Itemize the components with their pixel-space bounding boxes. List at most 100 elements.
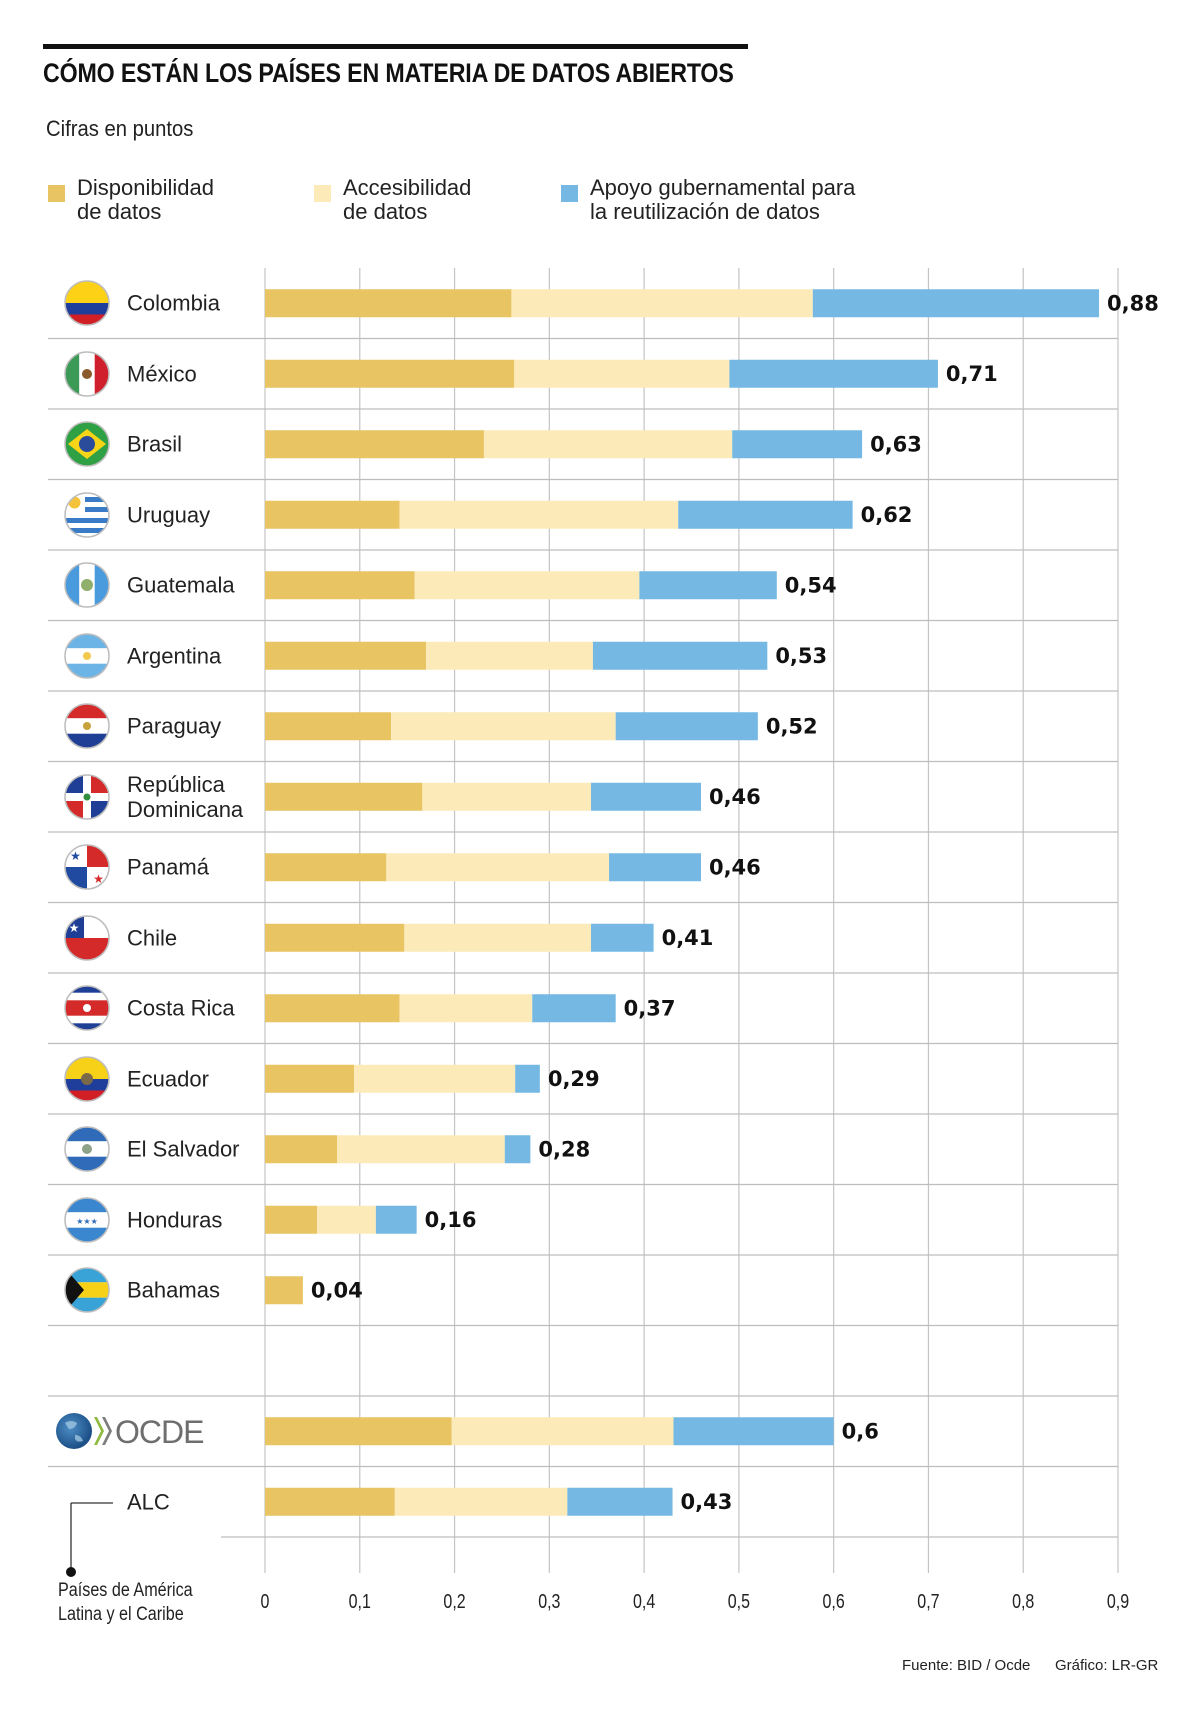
bar-colombia-accesibilidad: [511, 289, 813, 318]
bar-costa-rica-apoyo: [532, 994, 616, 1023]
ocde-wordmark: OCDE: [115, 1414, 203, 1450]
chart-title: CÓMO ESTÁN LOS PAÍSES EN MATERIA DE DATO…: [43, 58, 734, 88]
value-label-panama: 0,46: [709, 855, 761, 879]
mexico-flag-icon: [64, 351, 110, 397]
x-axis-ticks: 0 0,1 0,2 0,3 0,4 0,5 0,6 0,7 0,8 0,9: [261, 1590, 1130, 1612]
category-label-brasil: Brasil: [127, 431, 183, 457]
ecuador-flag-icon: [64, 1056, 110, 1102]
ocde-logo: OCDE: [55, 1409, 220, 1453]
x-tick-label-0-8: 0,8: [1012, 1590, 1034, 1612]
colombia-flag-icon: [64, 280, 110, 326]
bar-uruguay-disponibilidad: [265, 500, 400, 529]
bar-brasil-disponibilidad: [265, 430, 484, 459]
row-separators: [48, 337, 1118, 1538]
bar-el-salvador-apoyo: [504, 1135, 531, 1164]
value-label-ocde: 0,6: [842, 1419, 879, 1443]
category-label-guatemala: Guatemala: [127, 572, 235, 598]
category-label-argentina: Argentina: [127, 643, 222, 669]
bar-ocde-accesibilidad: [451, 1417, 674, 1446]
bar-argentina-apoyo: [592, 641, 768, 670]
bars: [265, 289, 1100, 1516]
guatemala-flag-icon: [64, 562, 110, 608]
bar-bahamas-disponibilidad: [265, 1276, 303, 1305]
bar-ecuador-accesibilidad: [354, 1064, 516, 1093]
bar-honduras-apoyo: [375, 1205, 417, 1234]
bar-chile-accesibilidad: [404, 923, 592, 952]
bar-honduras-disponibilidad: [265, 1205, 318, 1234]
uruguay-flag-icon: [64, 492, 110, 538]
bar-guatemala-disponibilidad: [265, 571, 415, 600]
bar-brasil-apoyo: [732, 430, 863, 459]
chile-flag-icon: ★: [64, 915, 110, 961]
x-tick-label-0-9: 0,9: [1107, 1590, 1129, 1612]
bar-guatemala-apoyo: [639, 571, 777, 600]
svg-text:★: ★: [93, 872, 104, 886]
bar-mexico-accesibilidad: [514, 359, 730, 388]
value-label-colombia: 0,88: [1107, 291, 1159, 315]
honduras-flag-icon: ★★★: [64, 1197, 110, 1243]
bar-costa-rica-accesibilidad: [399, 994, 533, 1023]
bar-chile-apoyo: [591, 923, 654, 952]
legend-swatch-apoyo-gubernamental: [561, 185, 578, 202]
value-label-guatemala: 0,54: [785, 573, 837, 597]
x-tick-label-0-7: 0,7: [917, 1590, 939, 1612]
bar-argentina-disponibilidad: [265, 641, 427, 670]
legend-label-accesibilidad: Accesibilidad de datos: [343, 175, 472, 224]
value-label-ecuador: 0,29: [548, 1067, 600, 1091]
value-label-costa-rica: 0,37: [624, 996, 676, 1020]
bar-panama-disponibilidad: [265, 853, 387, 882]
bar-ocde-disponibilidad: [265, 1417, 452, 1446]
svg-text:★: ★: [69, 921, 80, 935]
category-label-panama: Panamá: [127, 854, 209, 880]
bar-colombia-apoyo: [812, 289, 1100, 318]
category-label-costa-rica: Costa Rica: [127, 995, 235, 1021]
bar-honduras-accesibilidad: [317, 1205, 376, 1234]
value-label-bahamas: 0,04: [311, 1278, 363, 1302]
bar-panama-accesibilidad: [386, 853, 610, 882]
bar-republica-dominicana-accesibilidad: [422, 782, 592, 811]
legend-label-disponibilidad: Disponibilidad de datos: [77, 175, 214, 224]
x-tick-label-0-3: 0,3: [538, 1590, 560, 1612]
alc-connector: [66, 1502, 113, 1577]
bar-alc-accesibilidad: [394, 1487, 568, 1516]
x-tick-label-0-6: 0,6: [823, 1590, 845, 1612]
bar-mexico-apoyo: [729, 359, 938, 388]
bahamas-flag-icon: [64, 1267, 110, 1313]
panama-flag-icon: ★ ★: [64, 844, 110, 890]
category-label-ecuador: Ecuador: [127, 1066, 209, 1092]
bar-uruguay-accesibilidad: [399, 500, 679, 529]
bar-guatemala-accesibilidad: [414, 571, 640, 600]
legend-swatch-disponibilidad: [48, 185, 65, 202]
chart-subtitle: Cifras en puntos: [46, 116, 194, 141]
value-label-uruguay: 0,62: [861, 503, 913, 527]
bar-alc-apoyo: [567, 1487, 673, 1516]
bar-el-salvador-accesibilidad: [337, 1135, 505, 1164]
bar-republica-dominicana-apoyo: [591, 782, 701, 811]
bar-mexico-disponibilidad: [265, 359, 515, 388]
chevron-icon: [102, 1417, 112, 1446]
el-salvador-flag-icon: [64, 1126, 110, 1172]
value-label-argentina: 0,53: [775, 644, 827, 668]
chevron-icon: [94, 1417, 104, 1446]
category-label-bahamas: Bahamas: [127, 1277, 220, 1303]
brazil-flag-icon: [64, 421, 110, 467]
category-label-mexico: México: [127, 361, 197, 387]
dominican-republic-flag-icon: [64, 774, 110, 820]
legend-item-accesibilidad: Accesibilidad de datos: [314, 176, 471, 224]
argentina-flag-icon: [64, 633, 110, 679]
bar-brasil-accesibilidad: [483, 430, 733, 459]
bar-paraguay-accesibilidad: [391, 712, 616, 741]
bar-argentina-accesibilidad: [426, 641, 593, 670]
alc-connector-dot: [66, 1567, 76, 1577]
x-tick-label-0-1: 0,1: [349, 1590, 371, 1612]
category-label-chile: Chile: [127, 925, 178, 951]
legend-item-apoyo-gubernamental: Apoyo gubernamental para la reutilizació…: [561, 176, 855, 224]
bar-ocde-apoyo: [673, 1417, 834, 1446]
source-credit: Fuente: BID / Ocde: [902, 1657, 1031, 1674]
value-label-mexico: 0,71: [946, 362, 998, 386]
bar-paraguay-apoyo: [615, 712, 758, 741]
x-tick-label-0-2: 0,2: [443, 1590, 465, 1612]
x-tick-label-0-4: 0,4: [633, 1590, 655, 1612]
globe-icon: [56, 1413, 92, 1450]
